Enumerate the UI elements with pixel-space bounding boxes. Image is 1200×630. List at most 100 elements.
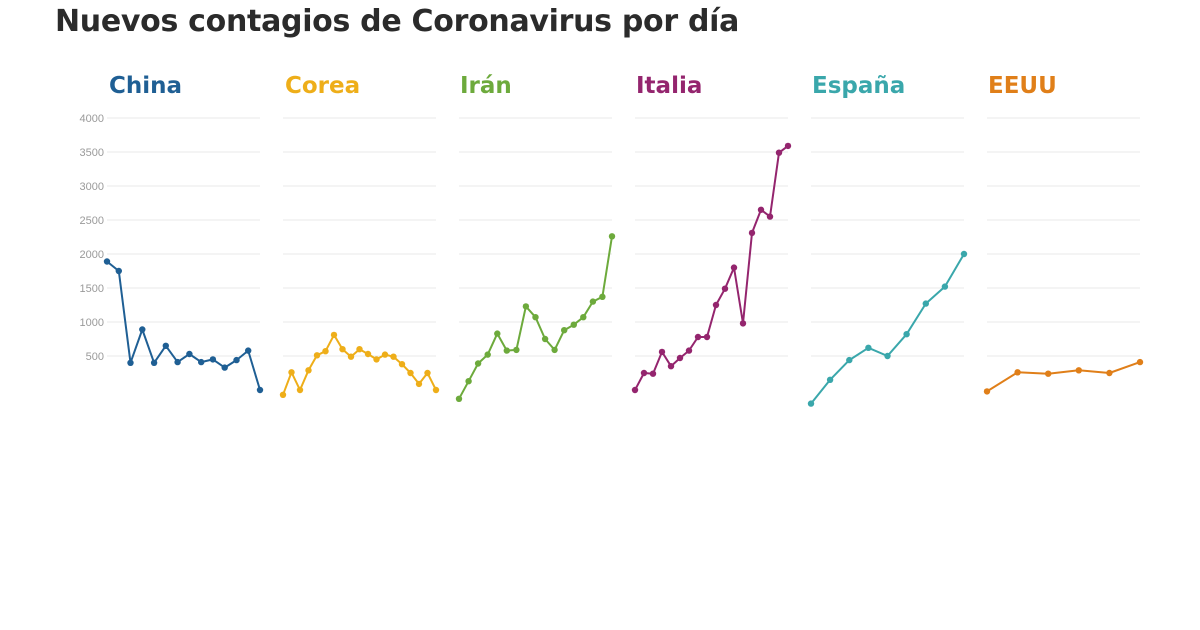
data-point (884, 352, 891, 360)
panel-españa: España (807, 73, 968, 407)
data-point (186, 350, 193, 358)
series-line (282, 333, 437, 396)
data-point (775, 149, 783, 156)
data-point (209, 356, 217, 363)
data-point (522, 303, 530, 310)
gridlines (107, 117, 1140, 357)
panel-label: Italia (636, 73, 702, 99)
series-line (106, 260, 261, 391)
chart-title: Nuevos contagios de Coronavirus por día (55, 4, 740, 39)
series-line (986, 361, 1141, 393)
y-tick-label: 1000 (80, 317, 104, 329)
data-point (233, 356, 240, 364)
data-point (826, 376, 834, 383)
y-axis-ticks: 4000 3500 3000 2500 2000 1500 1000 500 (80, 113, 104, 363)
data-point (398, 361, 406, 368)
data-point (390, 353, 397, 360)
data-point (580, 314, 587, 321)
panel-italia: Italia (631, 73, 792, 394)
data-point (1014, 369, 1021, 376)
data-point (330, 331, 338, 339)
data-point (712, 301, 720, 309)
data-point (1075, 367, 1083, 374)
data-point (685, 347, 693, 354)
data-point (513, 346, 520, 354)
y-tick-label: 2500 (80, 215, 104, 227)
data-point (941, 283, 949, 290)
data-point (960, 250, 968, 258)
data-point (424, 369, 431, 377)
y-tick-label: 4000 (80, 113, 104, 125)
data-point (865, 344, 872, 351)
y-tick-label: 500 (86, 351, 104, 363)
panel-irán: Irán (455, 73, 616, 402)
data-point (381, 351, 389, 358)
data-point (288, 369, 295, 376)
data-point (1136, 358, 1144, 366)
panel-label: China (109, 73, 182, 99)
data-point (455, 395, 463, 402)
data-point (667, 363, 675, 370)
panel-label: España (812, 73, 905, 99)
data-point (748, 229, 756, 237)
data-point (649, 370, 657, 377)
data-point (784, 142, 792, 150)
y-tick-label: 2000 (80, 249, 104, 261)
data-point (474, 360, 482, 367)
data-point (631, 386, 639, 394)
data-point (903, 331, 910, 338)
data-point (739, 320, 747, 327)
panel-corea: Corea (279, 73, 440, 398)
data-point (150, 359, 158, 366)
y-tick-label: 1500 (80, 283, 104, 295)
data-point (703, 333, 711, 341)
data-point (570, 321, 577, 328)
data-point (721, 285, 729, 292)
data-point (364, 350, 372, 358)
data-point (465, 378, 472, 385)
data-point (589, 298, 597, 305)
data-point (503, 347, 510, 354)
panel-label: Corea (285, 73, 360, 99)
data-point (599, 293, 606, 300)
data-point (608, 233, 616, 240)
data-point (694, 333, 702, 341)
data-point (658, 348, 666, 356)
panel-label: EEUU (988, 73, 1057, 99)
data-point (305, 367, 312, 374)
y-tick-label: 3500 (80, 147, 104, 159)
data-point (139, 326, 146, 333)
data-point (541, 335, 549, 343)
data-point (174, 358, 181, 366)
data-point (922, 300, 929, 307)
panel-label: Irán (460, 73, 512, 99)
data-point (494, 330, 501, 337)
data-point (162, 342, 169, 349)
data-point (640, 369, 648, 377)
data-point (766, 213, 774, 220)
data-point (757, 206, 765, 213)
data-point (846, 356, 853, 364)
data-point (103, 258, 111, 265)
series-line (810, 253, 965, 405)
panel-china: China (103, 73, 264, 394)
data-point (676, 354, 684, 362)
data-point (245, 347, 252, 354)
data-point (127, 359, 134, 366)
data-point (551, 346, 558, 354)
data-point (561, 327, 568, 334)
data-point (313, 352, 321, 359)
data-point (221, 364, 228, 371)
data-point (415, 380, 423, 388)
data-point (1106, 369, 1113, 377)
data-point (256, 386, 264, 394)
series-line (634, 145, 789, 391)
data-point (347, 353, 355, 360)
data-point (1045, 370, 1052, 377)
data-point (356, 346, 363, 353)
data-point (296, 386, 304, 394)
data-point (198, 358, 205, 366)
data-point (484, 351, 491, 358)
data-point (983, 388, 991, 395)
